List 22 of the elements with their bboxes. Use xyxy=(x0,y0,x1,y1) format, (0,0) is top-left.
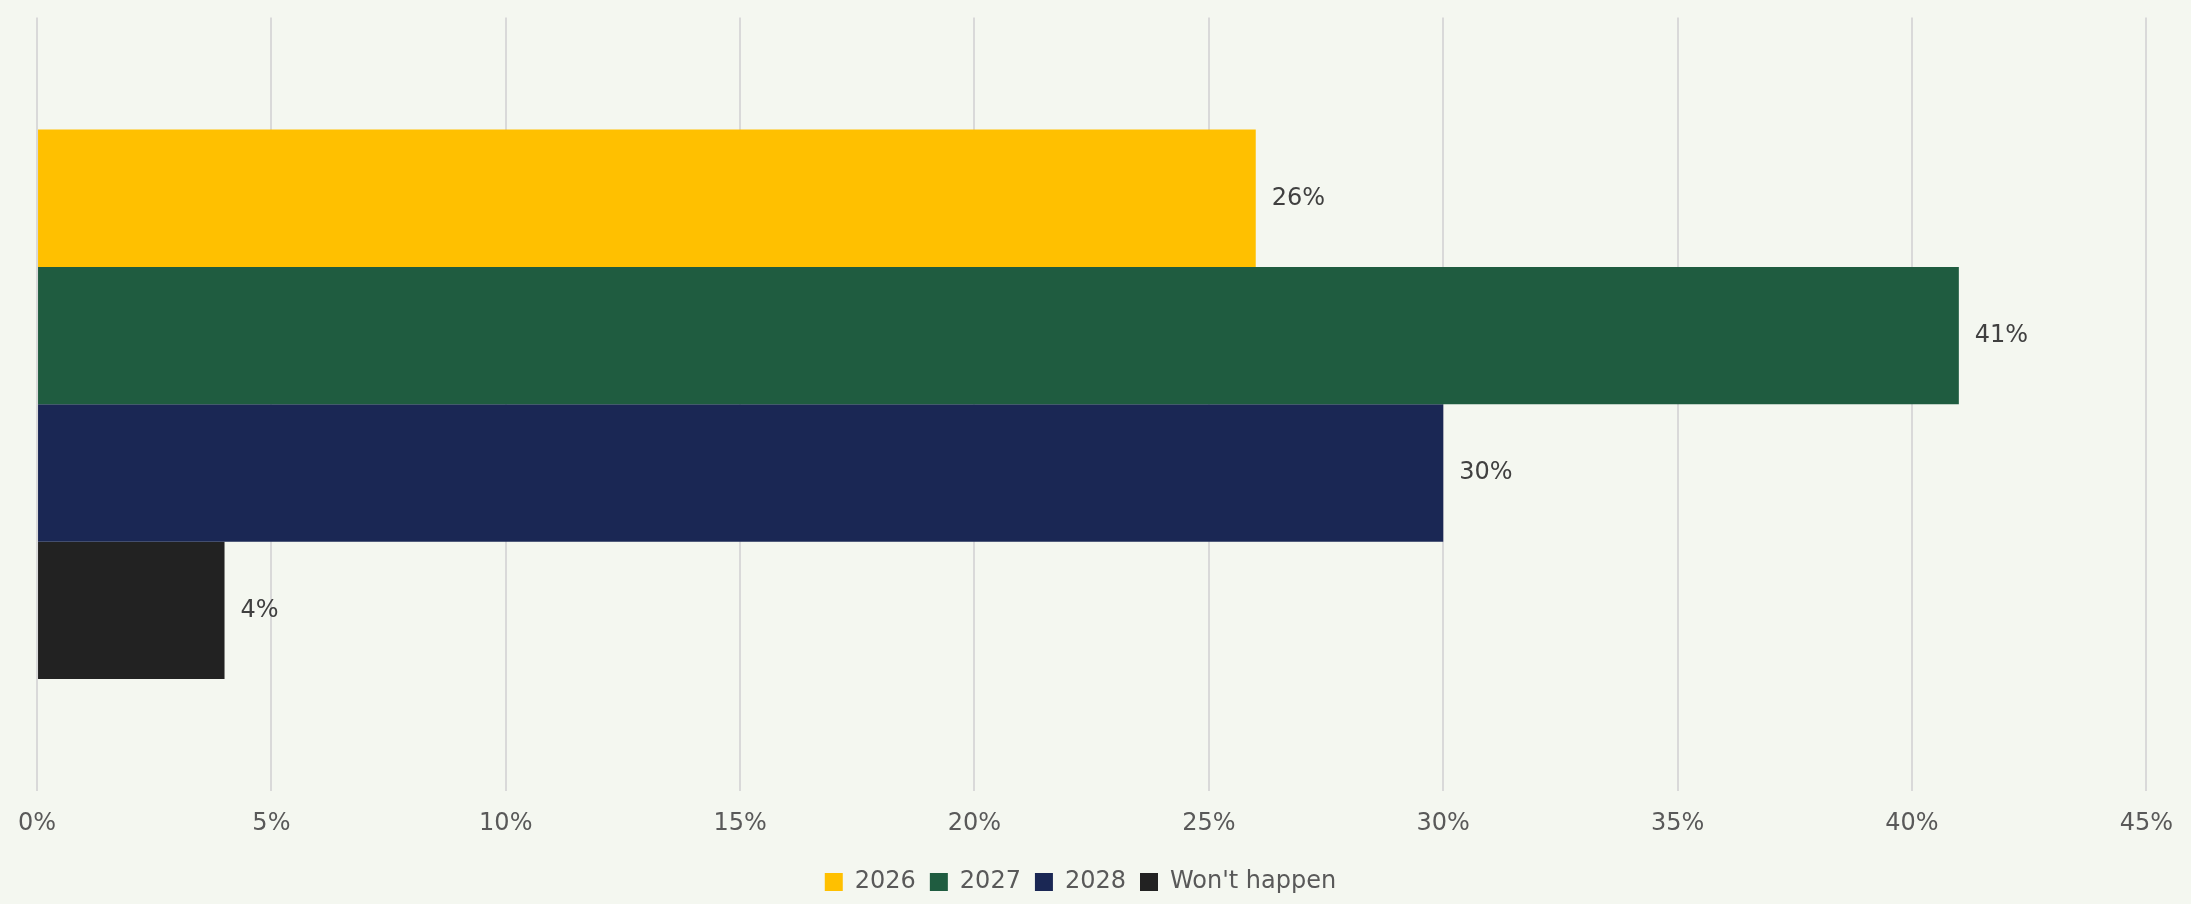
legend-label: 2027 xyxy=(959,866,1021,895)
bar xyxy=(38,266,1959,405)
data-label: 41% xyxy=(1974,319,2029,348)
data-label: 4% xyxy=(240,594,279,623)
bar xyxy=(38,404,1444,542)
bar xyxy=(38,129,1256,267)
bar xyxy=(38,541,225,679)
x-tick-label: 20% xyxy=(947,807,1002,836)
x-tick-label: 45% xyxy=(2119,807,2173,836)
x-tick-label: 35% xyxy=(1650,807,1705,836)
data-label: 26% xyxy=(1271,182,1326,211)
x-tick-label: 0% xyxy=(18,807,57,836)
legend-label: 2028 xyxy=(1064,866,1127,895)
x-tick-label: 5% xyxy=(252,807,291,836)
x-tick-label: 40% xyxy=(1885,807,1939,836)
legend-label: 2026 xyxy=(854,866,916,895)
x-tick-label: 15% xyxy=(713,807,767,836)
x-tick-label: 30% xyxy=(1416,807,1470,836)
x-tick-label: 10% xyxy=(479,807,533,836)
data-label: 30% xyxy=(1459,457,1513,486)
x-tick-label: 25% xyxy=(1182,807,1236,836)
legend-label: Won't happen xyxy=(1170,866,1337,895)
